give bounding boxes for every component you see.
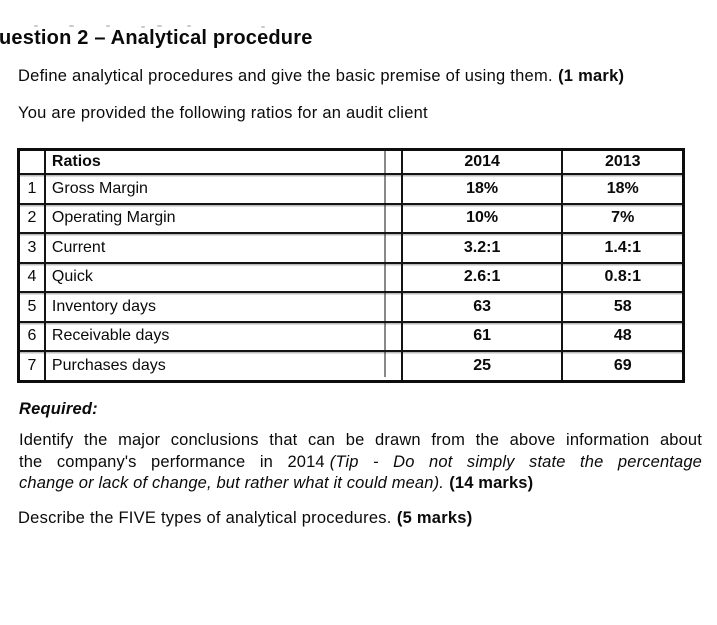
scan-speck bbox=[69, 25, 74, 27]
row-number: 3 bbox=[17, 232, 46, 264]
ratio-name: Inventory days bbox=[43, 291, 403, 323]
describe-marks: (5 marks) bbox=[396, 509, 473, 527]
scan-speck bbox=[157, 25, 162, 27]
table-row: 2 Operating Margin 10% 7% bbox=[17, 202, 685, 234]
question-tip-italic-cont: change or lack of change, but rather wha… bbox=[19, 474, 444, 492]
ratio-name: Receivable days bbox=[43, 320, 403, 352]
describe-five-types-line: Describe the FIVE types of analytical pr… bbox=[18, 509, 472, 528]
value-2014: 61 bbox=[400, 320, 564, 352]
table-row: 1 Gross Margin 18% 18% bbox=[17, 173, 685, 205]
table-row: 5 Inventory days 63 58 bbox=[17, 291, 685, 323]
question-tip-italic: (Tip - Do not simply state the percentag… bbox=[329, 452, 702, 471]
value-2013: 58 bbox=[561, 291, 685, 323]
scan-speck bbox=[141, 26, 145, 28]
page-title: uestion 2 – Analytical procedure bbox=[0, 27, 313, 49]
ratios-table-container: Ratios 2014 2013 1 Gross Margin 18% 18% … bbox=[17, 148, 685, 383]
describe-text: Describe the FIVE types of analytical pr… bbox=[18, 509, 392, 527]
value-2014: 25 bbox=[400, 350, 564, 382]
scan-speck bbox=[34, 25, 38, 27]
scan-speck bbox=[261, 26, 265, 28]
header-2013: 2013 bbox=[561, 148, 685, 175]
value-2014: 18% bbox=[400, 173, 564, 205]
define-procedures-text: Define analytical procedures and give th… bbox=[18, 67, 553, 85]
question-line-2: the company's performance in 2014 (Tip - … bbox=[19, 452, 702, 474]
scan-speck bbox=[187, 25, 191, 27]
question-marks: (14 marks) bbox=[449, 474, 534, 492]
table-row: 4 Quick 2.6:1 0.8:1 bbox=[17, 261, 685, 293]
table-row: 7 Purchases days 25 69 bbox=[17, 350, 685, 382]
table-header-row: Ratios 2014 2013 bbox=[17, 148, 685, 175]
question-line-1: Identify the major conclusions that can … bbox=[19, 431, 702, 449]
row-number: 4 bbox=[17, 261, 46, 293]
ratio-name: Current bbox=[43, 232, 403, 264]
scan-speck bbox=[106, 25, 110, 27]
ratio-name: Operating Margin bbox=[43, 202, 403, 234]
table-row: 6 Receivable days 61 48 bbox=[17, 320, 685, 352]
value-2014: 63 bbox=[400, 291, 564, 323]
define-marks: (1 mark) bbox=[558, 67, 625, 85]
header-2014: 2014 bbox=[400, 148, 564, 175]
question-line-2-regular: the company's performance in 2014 bbox=[19, 452, 325, 471]
question-line-3: change or lack of change, but rather wha… bbox=[19, 473, 702, 495]
row-number: 1 bbox=[17, 173, 46, 205]
table-row: 3 Current 3.2:1 1.4:1 bbox=[17, 232, 685, 264]
row-number: 6 bbox=[17, 320, 46, 352]
required-heading: Required: bbox=[19, 400, 98, 418]
value-2013: 1.4:1 bbox=[561, 232, 685, 264]
ratios-table: Ratios 2014 2013 1 Gross Margin 18% 18% … bbox=[17, 148, 685, 383]
header-number bbox=[17, 148, 46, 175]
value-2013: 69 bbox=[561, 350, 685, 382]
define-procedures-line: Define analytical procedures and give th… bbox=[18, 67, 624, 86]
value-2013: 18% bbox=[561, 173, 685, 205]
question-paragraph: Identify the major conclusions that can … bbox=[19, 430, 702, 495]
value-2013: 0.8:1 bbox=[561, 261, 685, 293]
header-ratios: Ratios bbox=[43, 148, 403, 175]
row-number: 2 bbox=[17, 202, 46, 234]
value-2013: 48 bbox=[561, 320, 685, 352]
row-number: 5 bbox=[17, 291, 46, 323]
ratio-name: Quick bbox=[43, 261, 403, 293]
value-2014: 3.2:1 bbox=[400, 232, 564, 264]
value-2014: 2.6:1 bbox=[400, 261, 564, 293]
ratio-name: Gross Margin bbox=[43, 173, 403, 205]
row-number: 7 bbox=[17, 350, 46, 382]
scan-ghost-line bbox=[384, 149, 386, 377]
value-2013: 7% bbox=[561, 202, 685, 234]
ratio-name: Purchases days bbox=[43, 350, 403, 382]
ratios-provided-line: You are provided the following ratios fo… bbox=[18, 104, 428, 122]
value-2014: 10% bbox=[400, 202, 564, 234]
